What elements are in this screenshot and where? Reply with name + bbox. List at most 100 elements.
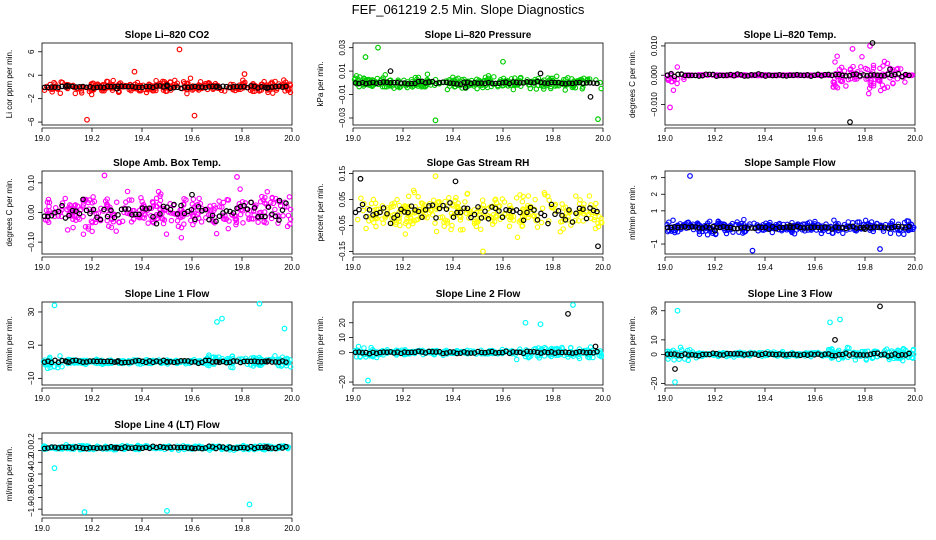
outlier-point <box>674 307 681 314</box>
data-point-overlay <box>55 445 62 451</box>
data-point-overlay <box>527 204 534 211</box>
data-point-overlay <box>717 352 723 358</box>
data-point <box>904 218 910 224</box>
data-point <box>418 84 425 90</box>
data-point-overlay <box>188 84 195 90</box>
data-point-overlay <box>895 352 902 359</box>
data-point <box>433 228 440 235</box>
data-point <box>62 195 68 202</box>
data-point <box>541 189 548 196</box>
data-point-overlay <box>853 352 860 358</box>
data-point-overlay <box>415 208 422 215</box>
data-point <box>284 223 291 230</box>
data-point-overlay <box>668 224 674 231</box>
data-point <box>840 230 846 237</box>
data-point <box>171 210 177 217</box>
data-point-overlay <box>724 350 730 357</box>
y-axis-label: kPa per min. <box>316 62 325 107</box>
data-point-overlay <box>87 358 93 364</box>
data-point-overlay <box>562 217 569 223</box>
data-point <box>89 228 95 235</box>
data-point-overlay <box>562 81 569 87</box>
outlier-point <box>264 358 270 365</box>
data-point-overlay <box>871 72 877 78</box>
outlier-point <box>432 117 439 124</box>
x-tick-label: 19.4 <box>134 394 150 403</box>
data-point-overlay <box>283 83 289 90</box>
outlier-point <box>241 71 248 77</box>
data-point-overlay <box>762 350 769 357</box>
outlier-point <box>276 197 283 204</box>
data-point-overlay <box>489 80 495 87</box>
data-point-overlay <box>885 71 891 78</box>
data-point <box>830 84 837 90</box>
data-point <box>178 234 185 241</box>
data-point-overlay <box>573 210 579 217</box>
data-point-overlay <box>566 207 572 213</box>
data-point-overlay <box>387 349 394 355</box>
data-point-overlay <box>429 202 436 208</box>
data-point-overlay <box>874 72 881 79</box>
outlier-point <box>189 191 195 198</box>
panel-1: Slope Li–820 CO2 19.0 19.2 19.4 19.6 19.8 20.0… <box>5 30 300 143</box>
data-point <box>402 220 409 227</box>
data-point <box>479 197 486 203</box>
data-point <box>553 208 559 214</box>
data-point <box>150 220 157 226</box>
x-tick-label: 19.6 <box>184 134 200 143</box>
data-point-overlay <box>860 224 867 231</box>
data-point-overlay <box>822 71 828 78</box>
x-tick-label: 19.6 <box>807 134 823 143</box>
data-point <box>357 354 363 360</box>
data-point-overlay <box>167 359 174 365</box>
data-point <box>576 355 583 362</box>
data-point <box>858 64 864 70</box>
data-point-overlay <box>482 208 488 215</box>
y-axis-label: ml/min per min. <box>628 185 637 240</box>
data-point <box>128 197 135 203</box>
data-point-overlay <box>682 223 688 230</box>
data-point-overlay <box>906 350 912 357</box>
data-point-overlay <box>797 224 804 231</box>
data-point-overlay <box>548 79 555 86</box>
data-point <box>145 220 151 226</box>
data-point-overlay <box>829 352 835 359</box>
outlier-point <box>877 303 883 310</box>
data-point-overlay <box>440 202 446 209</box>
data-point-overlay <box>405 80 411 87</box>
data-point-overlay <box>160 444 167 451</box>
x-tick-label: 19.2 <box>395 134 411 143</box>
x-tick-label: 19.2 <box>707 263 723 272</box>
data-point-overlay <box>94 445 100 452</box>
data-point-overlay <box>776 224 783 231</box>
data-point-overlay <box>164 445 170 451</box>
data-point-overlay <box>517 209 523 216</box>
data-point <box>862 217 869 224</box>
data-point <box>415 193 421 200</box>
data-point <box>586 354 593 361</box>
data-point-overlay <box>272 359 279 365</box>
data-point-overlay <box>216 359 223 366</box>
data-point <box>595 220 601 226</box>
x-tick-label: 19.4 <box>134 524 150 533</box>
data-point-overlay <box>867 72 874 78</box>
data-point-overlay <box>576 205 583 212</box>
data-point-overlay <box>97 84 104 90</box>
data-point-overlay <box>475 348 481 355</box>
data-point <box>402 231 409 237</box>
data-point-overlay <box>359 79 366 86</box>
data-point-overlay <box>352 80 359 86</box>
data-point-overlay <box>356 349 362 355</box>
data-point <box>454 204 461 210</box>
outlier-point <box>264 444 270 450</box>
data-point-overlay <box>422 207 429 213</box>
y-tick-label: 3 <box>650 175 659 180</box>
data-point <box>405 193 412 199</box>
data-point <box>568 344 574 351</box>
data-point-overlay <box>174 211 181 217</box>
data-point <box>895 347 901 353</box>
data-point <box>64 206 70 213</box>
data-point <box>82 224 89 230</box>
data-point-overlay <box>524 348 530 355</box>
data-point <box>397 83 404 90</box>
